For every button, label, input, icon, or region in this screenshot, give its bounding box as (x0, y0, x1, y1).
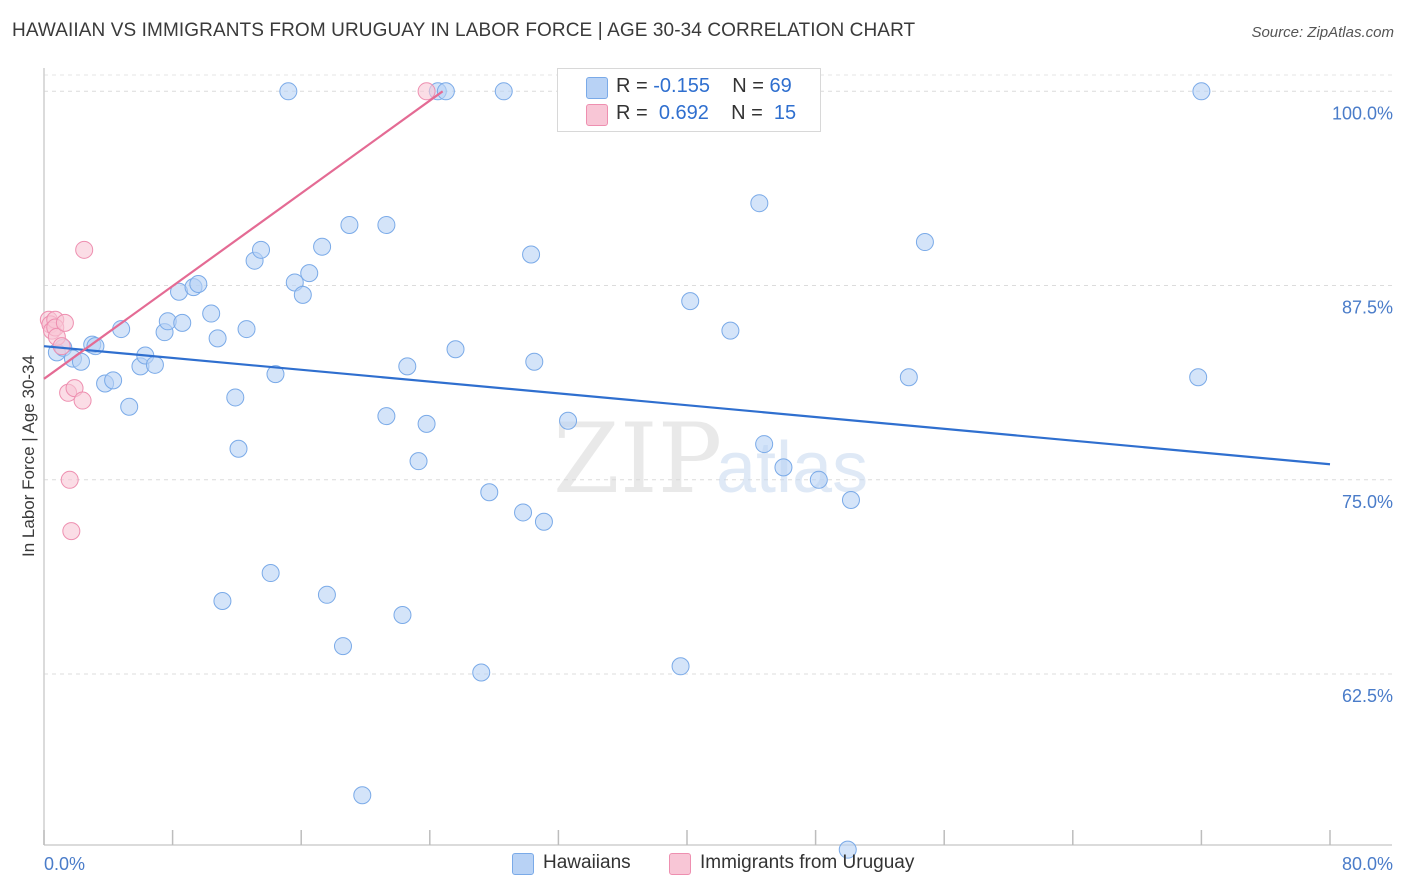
hawaiians-point (340, 215, 359, 234)
uruguay-swatch (586, 104, 608, 126)
hawaiians-point (317, 585, 336, 604)
hawaiians-point (522, 245, 541, 264)
hawaiians-point (841, 491, 860, 510)
hawaiians-point (393, 606, 412, 625)
axes (43, 68, 1392, 846)
hawaiians-point (559, 411, 578, 430)
uruguay-point (60, 470, 79, 489)
watermark: ZIP atlas (553, 403, 868, 515)
hawaiians-point (755, 435, 774, 454)
hawaiians-point (436, 82, 455, 101)
hawaiians-point (104, 371, 123, 390)
trend-line (43, 345, 1331, 466)
hawaiians-point (1192, 82, 1211, 101)
y-axis-label: In Labor Force | Age 30-34 (19, 355, 38, 557)
hawaiians-point (252, 240, 271, 259)
uruguay-legend-swatch (669, 853, 691, 875)
y-tick-label: 75.0% (1342, 492, 1393, 512)
hawaiians-point (313, 237, 332, 256)
stats-legend: R = -0.155 N = 69 R = 0.692 N = 15 (557, 68, 821, 132)
hawaiians-point (409, 452, 428, 471)
x-tick-label: 0.0% (44, 854, 85, 874)
hawaiians-point (229, 439, 248, 458)
y-tick-label: 62.5% (1342, 686, 1393, 706)
uruguay-point (62, 522, 81, 541)
hawaiians-point (213, 592, 232, 611)
n-value: 15 (773, 102, 797, 124)
r-value: -0.155 (653, 75, 710, 97)
y-tick-label: 87.5% (1342, 298, 1393, 318)
n-value: 69 (769, 75, 792, 97)
hawaiians-point (377, 215, 396, 234)
uruguay-point (55, 313, 74, 332)
hawaiians-legend-label: Hawaiians (543, 852, 631, 873)
hawaiians-point (480, 483, 499, 502)
hawaiians-point (173, 313, 192, 332)
chart-source: Source: ZipAtlas.com (1251, 24, 1394, 41)
hawaiians-point (226, 388, 245, 407)
hawaiians-point (417, 414, 436, 433)
hawaiians-point (721, 321, 740, 340)
data-points (39, 82, 1211, 859)
uruguay-point (73, 391, 92, 410)
hawaiians-point (514, 503, 533, 522)
trend-line (43, 90, 444, 380)
uruguay-point (417, 82, 436, 101)
hawaiians-point (681, 292, 700, 311)
uruguay-point (75, 240, 94, 259)
hawaiians-point (202, 304, 221, 323)
hawaiians-point (494, 82, 513, 101)
chart-title: HAWAIIAN VS IMMIGRANTS FROM URUGUAY IN L… (12, 20, 916, 41)
hawaiians-point (899, 368, 918, 387)
hawaiians-swatch (586, 77, 608, 99)
hawaiians-point (534, 512, 553, 531)
hawaiians-point (189, 275, 208, 294)
n-label: N = (732, 75, 764, 97)
hawaiians-point (293, 285, 312, 304)
hawaiians-point (120, 397, 139, 416)
hawaiians-point (525, 352, 544, 371)
hawaiians-point (237, 320, 256, 339)
hawaiians-point (472, 663, 491, 682)
y-tick-label: 100.0% (1332, 103, 1393, 123)
hawaiians-point (809, 470, 828, 489)
hawaiians-point (915, 233, 934, 252)
hawaiians-point (261, 564, 280, 583)
hawaiians-point (208, 329, 227, 348)
r-value: 0.692 (658, 102, 709, 124)
x-tick-labels: 0.0% 80.0% (44, 854, 1393, 874)
hawaiians-point (377, 407, 396, 426)
hawaiians-point (838, 840, 857, 859)
r-label: R = (616, 102, 648, 124)
hawaiians-legend-swatch (512, 853, 534, 875)
uruguay-legend-label: Immigrants from Uruguay (700, 852, 915, 873)
trend-lines (43, 90, 1331, 466)
x-tick-label: 80.0% (1342, 854, 1393, 874)
hawaiians-point (1189, 368, 1208, 387)
hawaiians-point (398, 357, 417, 376)
n-label: N = (731, 102, 763, 124)
hawaiians-point (671, 657, 690, 676)
hawaiians-point (145, 355, 164, 374)
r-label: R = (616, 75, 648, 97)
watermark-zip: ZIP (553, 403, 722, 515)
hawaiians-point (353, 786, 372, 805)
hawaiians-point (446, 340, 465, 359)
hawaiians-point (279, 82, 298, 101)
hawaiians-point (300, 264, 319, 283)
hawaiians-point (774, 458, 793, 477)
hawaiians-point (750, 194, 769, 213)
y-tick-labels: 100.0% 87.5% 75.0% 62.5% (1332, 103, 1393, 706)
hawaiians-point (266, 365, 285, 384)
hawaiians-point (333, 637, 352, 656)
